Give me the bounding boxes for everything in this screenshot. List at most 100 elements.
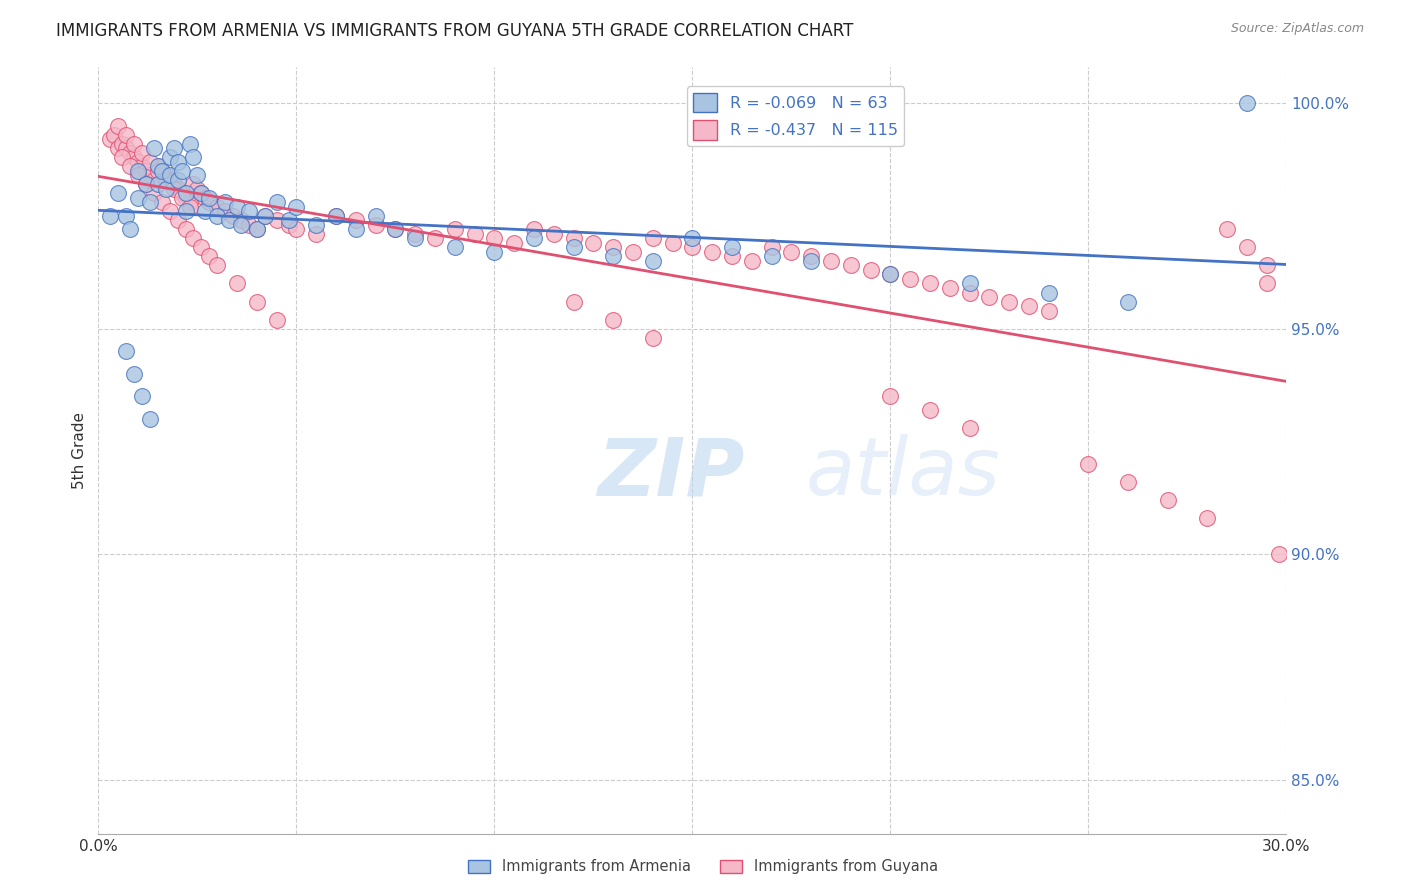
Point (170, 186, 193, 201)
Point (920, 277, 942, 291)
Point (839, 259, 862, 273)
Point (205, 209, 228, 223)
Point (344, 222, 367, 236)
Point (238, 204, 260, 219)
Point (146, 159, 169, 173)
Point (142, 172, 165, 186)
Point (115, 128, 138, 142)
Point (820, 254, 842, 268)
Point (166, 154, 188, 169)
Point (226, 277, 249, 291)
Point (166, 213, 188, 227)
Point (959, 277, 981, 291)
Point (364, 209, 387, 223)
Point (170, 191, 193, 205)
Point (1038, 285, 1060, 300)
Point (174, 186, 197, 201)
Point (166, 182, 188, 196)
Point (602, 240, 624, 254)
Point (253, 209, 276, 223)
Point (266, 195, 288, 210)
Point (780, 244, 803, 259)
Point (214, 195, 236, 210)
Point (325, 209, 347, 223)
Point (404, 231, 426, 245)
Point (444, 222, 467, 236)
Point (190, 240, 212, 254)
Point (163, 141, 186, 155)
Legend: R = -0.069   N = 63, R = -0.437   N = 115: R = -0.069 N = 63, R = -0.437 N = 115 (686, 87, 904, 146)
Point (1077, 457, 1099, 471)
Point (139, 168, 162, 182)
Point (122, 136, 145, 151)
Point (194, 191, 217, 205)
Legend: Immigrants from Armenia, Immigrants from Guyana: Immigrants from Armenia, Immigrants from… (463, 854, 943, 880)
Point (621, 244, 644, 259)
Point (562, 240, 585, 254)
Point (761, 240, 783, 254)
Point (1156, 493, 1178, 508)
Point (174, 204, 197, 219)
Point (879, 268, 901, 282)
Point (229, 218, 252, 232)
Point (641, 331, 664, 345)
Point (1116, 294, 1139, 309)
Point (146, 163, 169, 178)
Point (186, 182, 208, 196)
Point (681, 240, 703, 254)
Point (226, 200, 249, 214)
Point (139, 195, 162, 210)
Point (959, 285, 981, 300)
Point (423, 231, 446, 245)
Point (641, 231, 664, 245)
Point (641, 254, 664, 268)
Point (266, 213, 288, 227)
Point (800, 254, 823, 268)
Point (1197, 511, 1219, 525)
Text: Source: ZipAtlas.com: Source: ZipAtlas.com (1230, 22, 1364, 36)
Point (384, 222, 406, 236)
Point (122, 150, 145, 164)
Point (170, 163, 193, 178)
Point (159, 168, 181, 182)
Point (107, 141, 129, 155)
Point (344, 213, 367, 227)
Text: ZIP: ZIP (598, 434, 745, 513)
Point (800, 249, 823, 263)
Point (103, 128, 125, 142)
Point (131, 389, 153, 403)
Point (183, 231, 205, 245)
Point (146, 178, 169, 192)
Point (127, 154, 149, 169)
Point (150, 163, 173, 178)
Point (163, 178, 186, 192)
Point (277, 213, 299, 227)
Point (135, 178, 157, 192)
Point (163, 182, 186, 196)
Point (120, 159, 142, 173)
Point (246, 222, 269, 236)
Point (183, 150, 205, 164)
Point (115, 209, 138, 223)
Point (127, 191, 149, 205)
Point (1236, 240, 1258, 254)
Point (115, 141, 138, 155)
Point (155, 182, 177, 196)
Point (681, 231, 703, 245)
Point (131, 145, 153, 160)
Point (159, 172, 181, 186)
Point (444, 240, 467, 254)
Point (721, 249, 744, 263)
Point (404, 227, 426, 241)
Point (1267, 547, 1289, 561)
Point (238, 218, 260, 232)
Point (1256, 259, 1278, 273)
Point (150, 195, 173, 210)
Point (198, 191, 221, 205)
Point (602, 312, 624, 326)
Point (1038, 303, 1060, 318)
Point (1216, 222, 1239, 236)
Point (205, 259, 228, 273)
Point (562, 231, 585, 245)
Point (115, 344, 138, 359)
